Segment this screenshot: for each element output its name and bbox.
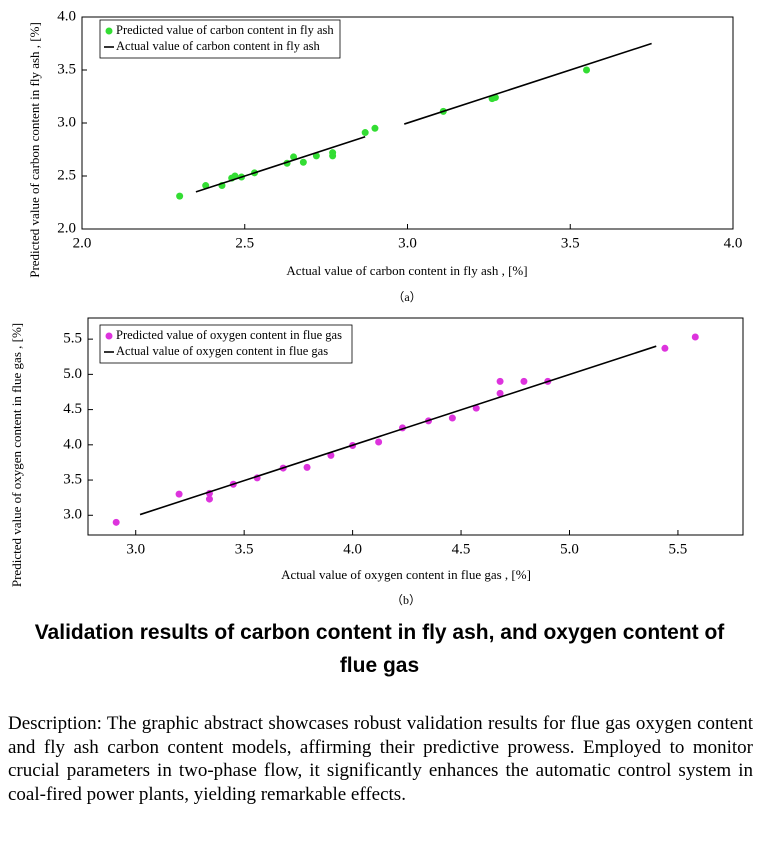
legend-marker (105, 27, 113, 35)
x-tick-label: 2.5 (235, 235, 254, 251)
y-tick-label: 5.5 (63, 331, 82, 347)
legend-label: Actual value of carbon content in fly as… (116, 39, 320, 53)
panel-label: （b） (391, 593, 421, 607)
data-point (299, 158, 307, 166)
data-point (361, 129, 369, 137)
x-tick-label: 4.5 (452, 541, 471, 557)
data-point (290, 153, 298, 161)
legend-label: Predicted value of carbon content in fly… (116, 23, 334, 37)
fit-line (139, 345, 657, 516)
legend-box (99, 19, 341, 59)
data-point (303, 463, 311, 471)
data-point (175, 490, 183, 498)
x-tick-label: 5.0 (560, 541, 579, 557)
data-point (329, 152, 337, 160)
x-tick-label: 3.5 (561, 235, 580, 251)
plot-frame (87, 317, 744, 536)
data-point (371, 124, 379, 132)
data-point (231, 172, 239, 180)
legend-marker (105, 332, 113, 340)
data-point (205, 495, 213, 503)
y-tick-label: 3.0 (63, 507, 82, 523)
data-point (491, 94, 499, 102)
legend-box (99, 324, 353, 364)
y-tick-label: 3.5 (57, 61, 76, 77)
x-tick-label: 4.0 (343, 541, 362, 557)
y-axis-label: Predicted value of oxygen content in flu… (9, 323, 24, 587)
x-tick-label: 4.0 (724, 235, 743, 251)
data-point (448, 414, 456, 422)
x-tick-label: 3.0 (126, 541, 145, 557)
x-tick-label: 3.5 (235, 541, 254, 557)
data-point (496, 389, 504, 397)
data-point (312, 152, 320, 160)
fit-line (195, 42, 652, 193)
x-tick-label: 2.0 (73, 235, 92, 251)
y-tick-label: 2.0 (57, 220, 76, 236)
x-tick-label: 5.5 (669, 541, 688, 557)
data-point (661, 344, 669, 352)
data-point (202, 182, 210, 190)
figure-title: Validation results of carbon content in … (34, 621, 725, 677)
data-point (472, 404, 480, 412)
data-point (583, 66, 591, 74)
data-point (691, 333, 699, 341)
data-point (375, 438, 383, 446)
panel-label: （a） (392, 290, 421, 304)
data-point (176, 192, 184, 200)
x-axis-label: Actual value of carbon content in fly as… (286, 263, 527, 278)
data-point (520, 377, 528, 385)
x-axis-label: Actual value of oxygen content in flue g… (281, 567, 531, 582)
x-tick-label: 3.0 (398, 235, 417, 251)
description: Description: The graphic abstract showca… (8, 713, 753, 805)
y-tick-label: 2.5 (57, 167, 76, 183)
data-point (496, 377, 504, 385)
y-axis-label: Predicted value of carbon content in fly… (27, 22, 42, 278)
figure: 2.0 2.5 3.0 3.5 4.0 2.0 2.5 3.0 3.5 4.0 Actual val… (9, 8, 744, 607)
data-point (112, 518, 120, 526)
y-tick-label: 4.0 (63, 436, 82, 452)
y-tick-label: 3.5 (63, 471, 82, 487)
y-tick-label: 4.5 (63, 401, 82, 417)
legend-label: Actual value of oxygen content in flue g… (116, 344, 328, 358)
y-tick-label: 5.0 (63, 366, 82, 382)
y-tick-label: 4.0 (57, 8, 76, 24)
y-tick-label: 3.0 (57, 114, 76, 130)
legend-label: Predicted value of oxygen content in flu… (116, 328, 342, 342)
